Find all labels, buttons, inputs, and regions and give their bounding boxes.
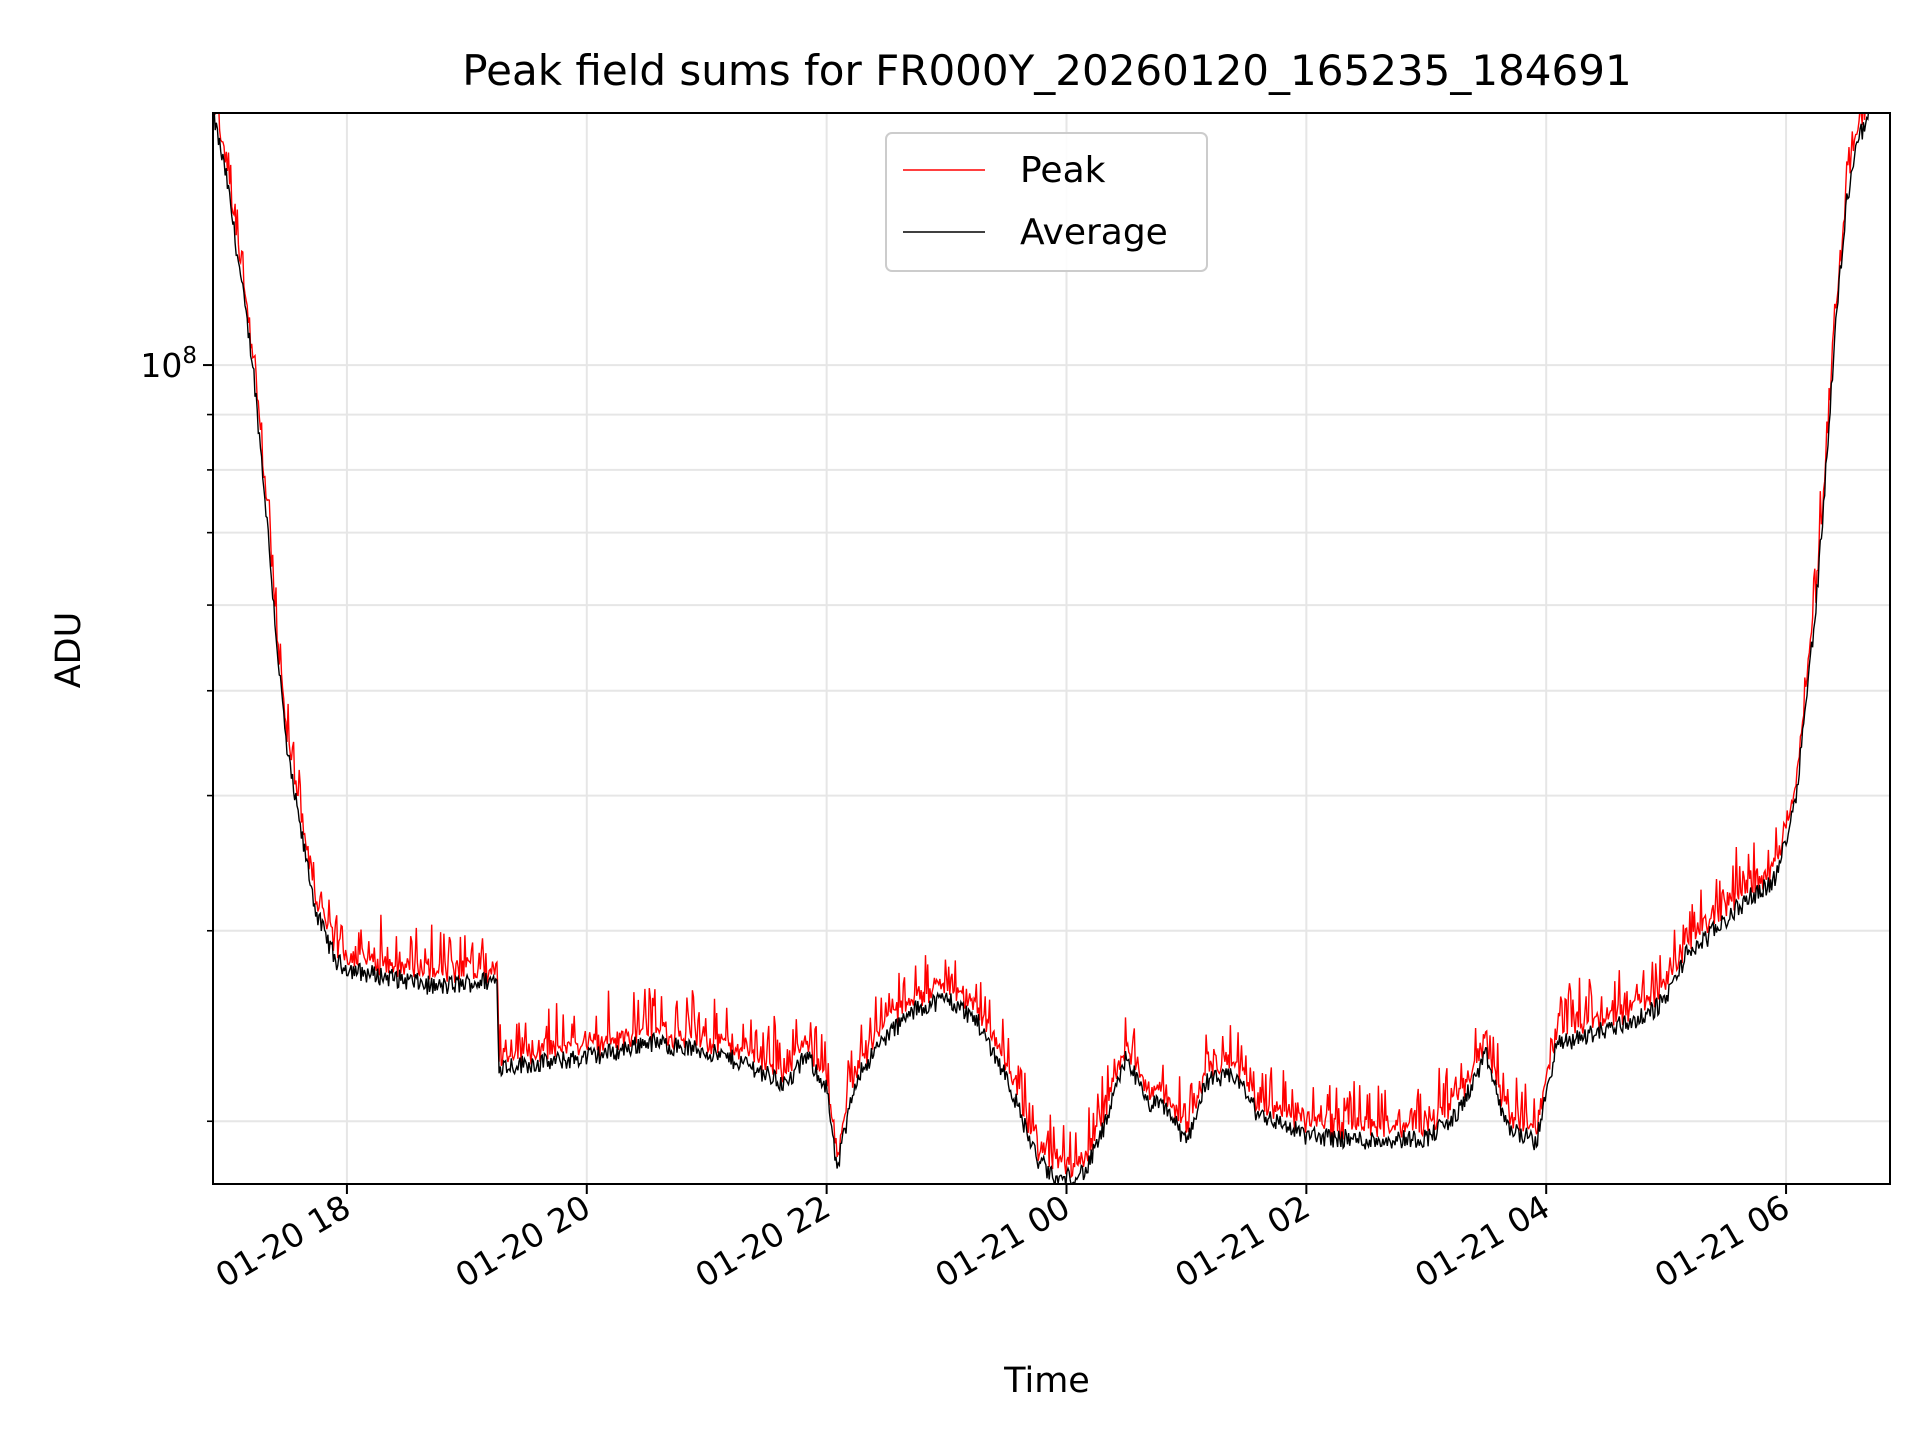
series-layer bbox=[213, 113, 1870, 1184]
legend-label-peak: Peak bbox=[1020, 150, 1106, 191]
y-tick-label: 108 bbox=[140, 343, 197, 385]
plot-frame bbox=[212, 112, 1891, 1185]
legend-box bbox=[885, 132, 1208, 272]
legend: Peak Average bbox=[885, 132, 1208, 272]
series-line-average bbox=[213, 113, 1870, 1184]
series-line-peak bbox=[214, 113, 1866, 1179]
legend-label-average: Average bbox=[1020, 212, 1168, 253]
x-axis-label: Time bbox=[1003, 1361, 1090, 1401]
grid-layer bbox=[213, 113, 1890, 1184]
y-axis-label: ADU bbox=[49, 612, 89, 689]
chart-title: Peak field sums for FR000Y_20260120_1652… bbox=[462, 46, 1631, 95]
